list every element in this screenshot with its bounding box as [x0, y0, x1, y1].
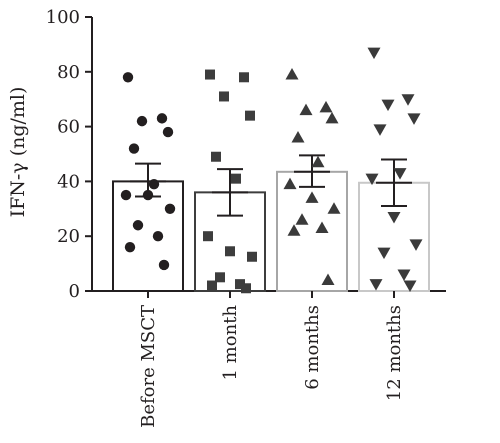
x-tick-label: Before MSCT [138, 305, 159, 428]
y-tick-label: 20 [57, 226, 80, 247]
data-point [401, 94, 415, 106]
data-point [325, 111, 339, 124]
data-point [367, 47, 381, 60]
data-point [291, 131, 305, 143]
data-point [295, 213, 309, 225]
data-point [241, 283, 251, 294]
data-point [203, 231, 213, 242]
data-point [162, 126, 174, 138]
data-point [148, 178, 160, 190]
data-point [205, 69, 215, 80]
data-point [397, 269, 411, 282]
data-point [311, 155, 325, 168]
x-tick-label: 6 months [302, 305, 323, 390]
data-point [285, 68, 299, 80]
data-point [158, 259, 170, 271]
x-tick-label: 12 months [384, 305, 405, 401]
data-point [369, 279, 383, 291]
data-point [387, 212, 401, 224]
data-point [315, 221, 329, 233]
data-point [225, 246, 235, 257]
data-point [235, 279, 245, 290]
bar [276, 170, 348, 292]
data-point [305, 191, 319, 203]
data-point [393, 168, 407, 180]
data-point [142, 189, 154, 201]
data-point [319, 100, 333, 113]
data-point [136, 115, 148, 127]
data-point [247, 251, 257, 262]
x-tick-label: 1 month [220, 305, 241, 381]
data-point [407, 113, 421, 125]
data-point [156, 113, 168, 124]
data-point [128, 143, 140, 154]
data-point [211, 151, 221, 162]
y-tick-label: 80 [57, 62, 80, 83]
data-point [231, 173, 241, 184]
data-point [283, 177, 297, 190]
data-point [207, 280, 217, 291]
y-axis-title: IFN-γ (ng/ml) [7, 87, 29, 218]
data-point [403, 280, 417, 293]
y-tick-label: 100 [46, 7, 80, 28]
data-point [373, 124, 387, 136]
plot-area: 0 20 40 60 80 100 Before MSCT 1 month 6 months 12… [46, 7, 446, 428]
data-point [321, 273, 335, 286]
y-tick-label: 60 [57, 117, 80, 138]
y-tick-label: 40 [57, 171, 80, 192]
y-tick-label: 0 [69, 281, 80, 302]
data-point [409, 239, 423, 251]
data-point [120, 189, 132, 201]
data-point [124, 241, 136, 253]
data-point [152, 231, 164, 242]
data-point [365, 173, 379, 186]
data-point [381, 99, 395, 112]
data-point [164, 203, 176, 214]
data-point [299, 103, 313, 116]
data-point [215, 272, 225, 283]
data-point [327, 202, 341, 214]
data-point [132, 220, 144, 231]
data-point [377, 247, 391, 260]
data-point [219, 91, 229, 102]
data-point [239, 72, 249, 83]
data-point [287, 224, 301, 236]
data-point [245, 110, 255, 121]
data-point [122, 72, 134, 83]
